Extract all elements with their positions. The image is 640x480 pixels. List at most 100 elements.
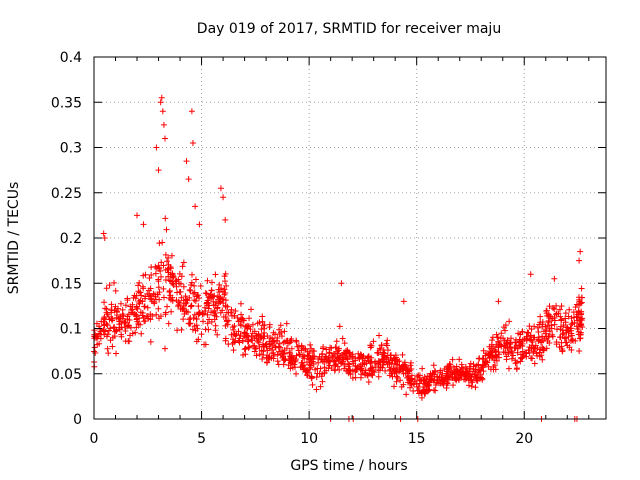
data-point [518, 351, 525, 358]
data-point [186, 294, 193, 301]
data-point [169, 271, 176, 278]
data-point [457, 371, 464, 378]
data-point [144, 304, 151, 311]
data-point [245, 338, 252, 345]
data-point [155, 265, 162, 272]
data-point [517, 342, 524, 349]
data-point [275, 343, 282, 350]
data-point [275, 348, 282, 355]
data-point [274, 358, 281, 365]
data-point [576, 257, 583, 264]
data-point [165, 320, 172, 327]
data-point [141, 295, 148, 302]
data-point [248, 306, 255, 313]
data-point [147, 285, 154, 292]
data-point [186, 320, 193, 327]
data-point [146, 274, 153, 281]
data-point [111, 333, 118, 340]
data-point [202, 326, 209, 333]
data-point [537, 313, 544, 320]
data-point [202, 341, 209, 348]
data-point [223, 282, 230, 289]
data-point [428, 377, 435, 384]
data-point [94, 341, 101, 348]
data-point [500, 342, 507, 349]
data-point [323, 346, 330, 353]
data-point [504, 344, 511, 351]
data-point [453, 375, 460, 382]
data-point [258, 347, 265, 354]
data-point [480, 368, 487, 375]
data-point [456, 356, 463, 363]
data-point [134, 318, 141, 325]
data-point [328, 365, 335, 372]
data-point [122, 302, 129, 309]
data-point [288, 335, 295, 342]
data-point [230, 339, 237, 346]
data-point [103, 285, 110, 292]
data-point [534, 324, 541, 331]
data-point [577, 315, 584, 322]
data-point [216, 281, 223, 288]
data-point [399, 363, 406, 370]
data-point [529, 338, 536, 345]
data-point [531, 360, 538, 367]
data-point [426, 378, 433, 385]
data-point [379, 359, 386, 366]
data-point [230, 347, 237, 354]
data-point [155, 284, 162, 291]
data-point [430, 362, 437, 369]
data-point [545, 334, 552, 341]
data-point [540, 347, 547, 354]
data-point [557, 323, 564, 330]
data-point [467, 365, 474, 372]
data-point [111, 279, 118, 286]
data-point [545, 333, 552, 340]
data-point [195, 303, 202, 310]
data-point [286, 339, 293, 346]
data-point [422, 389, 429, 396]
data-point [532, 346, 539, 353]
data-point [317, 365, 324, 372]
data-point [187, 281, 194, 288]
data-point [141, 303, 148, 310]
data-point [217, 309, 224, 316]
data-point [570, 337, 577, 344]
data-point [326, 349, 333, 356]
data-point [245, 344, 252, 351]
data-point [523, 350, 530, 357]
data-point [173, 283, 180, 290]
data-point [336, 366, 343, 373]
data-point [558, 302, 565, 309]
data-point [235, 328, 242, 335]
data-point [239, 338, 246, 345]
data-point [441, 378, 448, 385]
data-point [377, 364, 384, 371]
data-point [545, 313, 552, 320]
data-point [259, 356, 266, 363]
data-point [283, 320, 290, 327]
data-point [388, 370, 395, 377]
x-tick-label: 0 [90, 431, 99, 447]
data-point [437, 367, 444, 374]
data-point [293, 370, 300, 377]
data-point [223, 309, 230, 316]
data-point [204, 311, 211, 318]
data-point [103, 320, 110, 327]
data-point [260, 342, 267, 349]
data-point [133, 304, 140, 311]
data-point [222, 290, 229, 297]
data-point [493, 351, 500, 358]
data-point [183, 158, 190, 165]
data-point [237, 300, 244, 307]
data-point [136, 289, 143, 296]
data-point [105, 313, 112, 320]
data-point [482, 361, 489, 368]
data-point [553, 338, 560, 345]
data-point [569, 320, 576, 327]
data-point [200, 310, 207, 317]
data-point [176, 299, 183, 306]
data-point [578, 285, 585, 292]
data-point [383, 342, 390, 349]
data-point [118, 324, 125, 331]
